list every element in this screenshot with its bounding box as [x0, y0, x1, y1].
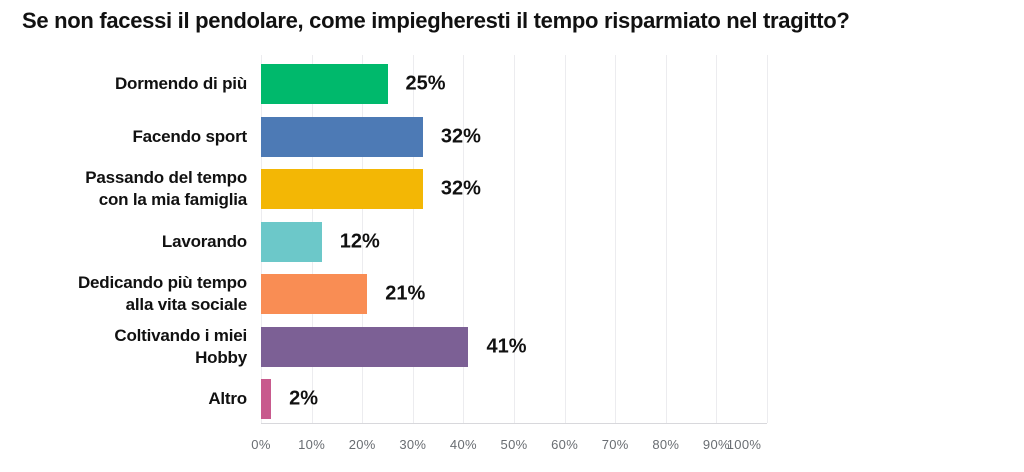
- value-label: 21%: [385, 282, 426, 305]
- plot-area: [261, 55, 768, 424]
- x-tick-label: 10%: [298, 437, 326, 452]
- bar: [261, 274, 368, 315]
- category-label-line: Dormendo di più: [114, 74, 247, 93]
- category-label-line: Coltivando i miei: [114, 325, 247, 345]
- chart-title: Se non facessi il pendolare, come impieg…: [22, 8, 850, 33]
- category-label-line: Altro: [208, 389, 247, 409]
- value-label: 12%: [339, 230, 380, 253]
- value-label: 32%: [440, 177, 481, 200]
- bar: [261, 379, 272, 420]
- category-label: Coltivando i miei Hobby: [0, 325, 247, 369]
- category-label: Facendo sport: [0, 126, 247, 148]
- x-tick-label: 50%: [500, 437, 528, 452]
- bar: [261, 326, 469, 367]
- x-tick-label: 30%: [399, 437, 427, 452]
- gridline: [514, 55, 515, 423]
- gridline: [463, 55, 465, 423]
- gridline: [412, 55, 414, 423]
- value-label: 25%: [405, 72, 446, 95]
- gridline: [716, 55, 718, 423]
- category-label: Dedicando più tempo alla vita sociale: [0, 272, 247, 316]
- gridline: [362, 55, 364, 423]
- category-label-line: Dedicando più tempo: [77, 273, 247, 293]
- category-label-line: alla vita sociale: [125, 295, 248, 315]
- x-tick-label: 0%: [251, 437, 271, 452]
- category-label: Lavorando: [0, 231, 247, 253]
- category-label: Dormendo di più: [0, 73, 247, 95]
- gridline: [564, 55, 566, 423]
- category-label-line: Passando del tempo: [85, 168, 247, 188]
- category-label-line: Hobby: [195, 347, 247, 367]
- x-tick-label: 100%: [726, 437, 762, 452]
- value-label: 41%: [486, 335, 527, 358]
- gridline: [615, 55, 617, 423]
- gridline: [767, 55, 768, 423]
- category-label-line: con la mia famiglia: [98, 190, 248, 210]
- value-label: 2%: [289, 387, 319, 410]
- bar: [261, 64, 388, 104]
- x-axis-line: [261, 423, 767, 424]
- category-label: Altro: [0, 388, 247, 410]
- category-label: Passando del tempo con la mia famiglia: [0, 167, 247, 211]
- x-tick-label: 60%: [551, 437, 579, 452]
- x-tick-label: 90%: [702, 437, 730, 452]
- bar: [261, 116, 423, 157]
- x-tick-label: 20%: [348, 437, 376, 452]
- bar: [261, 221, 322, 262]
- x-tick-label: 70%: [601, 437, 629, 452]
- category-label-line: Lavorando: [161, 231, 247, 251]
- x-tick-label: 80%: [652, 437, 680, 452]
- x-tick-label: 40%: [449, 437, 477, 452]
- bar: [261, 169, 423, 210]
- value-label: 32%: [440, 125, 481, 148]
- gridline: [665, 55, 667, 423]
- category-label-line: Facendo sport: [132, 126, 247, 146]
